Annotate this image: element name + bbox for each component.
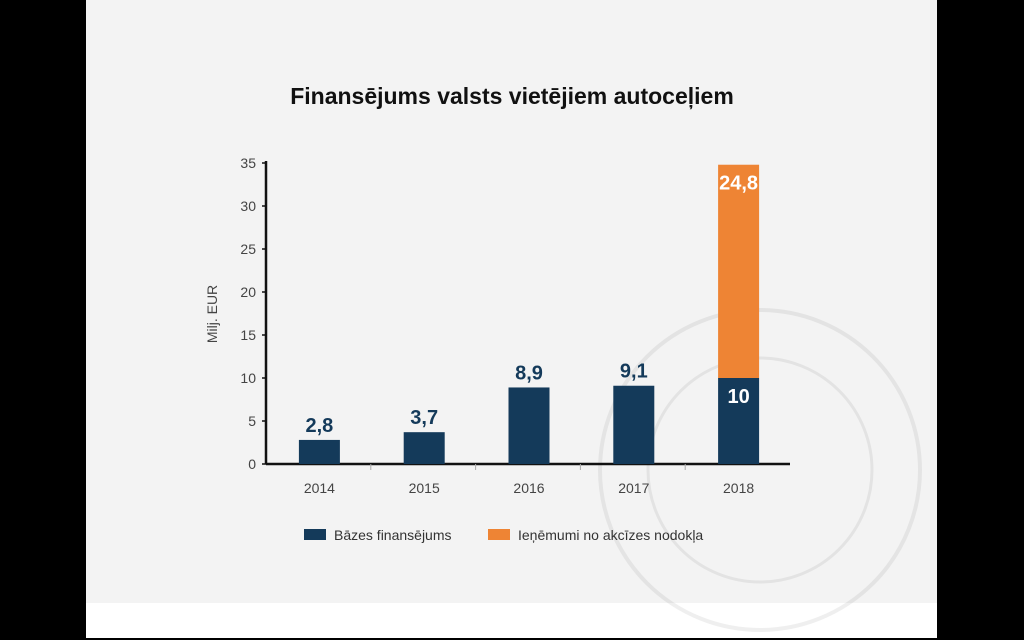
chart-title: Finansējums valsts vietējiem autoceļiem [290,83,734,109]
y-tick-label: 30 [240,198,256,214]
y-tick-label: 0 [248,456,256,472]
y-tick-label: 15 [240,327,256,343]
y-tick-label: 20 [240,284,256,300]
plot-area: 0 5 10 15 20 25 30 35 2014 2,8 2015 3,7 2016 8,9 2017 9… [240,155,790,496]
data-label: 8,9 [515,362,543,384]
slide-bottom-strip [86,603,937,638]
x-tick-label: 2016 [513,480,544,496]
watermark-logo [598,308,922,632]
y-tick-label: 35 [240,155,256,171]
data-label: 9,1 [620,361,648,383]
x-tick-label: 2018 [723,480,754,496]
data-label: 10 [727,386,749,408]
slide-background [86,0,937,603]
legend-label: Ieņēmumi no akcīzes nodokļa [518,527,703,543]
legend-label: Bāzes finansējums [334,527,452,543]
y-tick-label: 10 [240,370,256,386]
legend-swatch [304,529,326,540]
data-label: 3,7 [410,407,438,429]
bar-base-2015 [403,432,445,464]
legend: Bāzes finansējums Ieņēmumi no akcīzes nod… [304,527,703,543]
bar-base-2017 [613,385,655,464]
bar-base-2014 [298,439,340,464]
bar-excise-2018 [718,164,760,378]
x-tick-label: 2014 [304,480,335,496]
y-tick-label: 25 [240,241,256,257]
y-tick-label: 5 [248,413,256,429]
legend-swatch [488,529,510,540]
data-label: 24,8 [719,173,758,195]
bar-base-2018 [718,378,760,464]
data-label: 2,8 [305,415,333,437]
x-tick-label: 2017 [618,480,649,496]
y-axis-label: Milj. EUR [204,285,220,343]
x-tick-label: 2015 [409,480,440,496]
bar-base-2016 [508,387,550,464]
